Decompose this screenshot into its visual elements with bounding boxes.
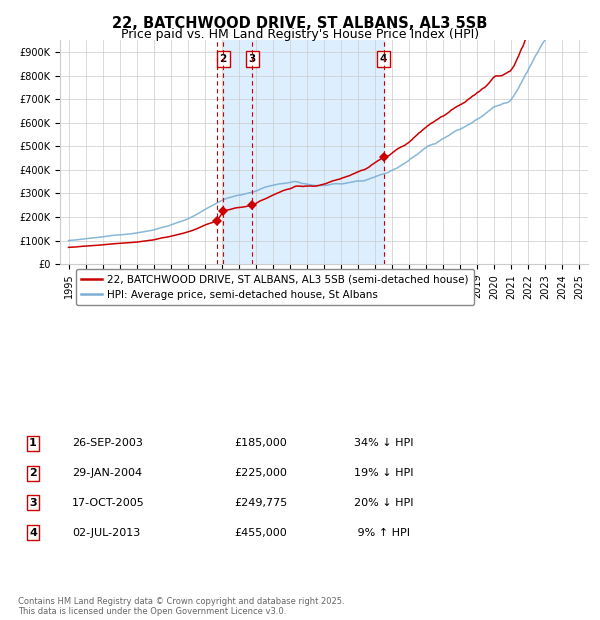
Text: 22, BATCHWOOD DRIVE, ST ALBANS, AL3 5SB: 22, BATCHWOOD DRIVE, ST ALBANS, AL3 5SB	[112, 16, 488, 30]
Text: £225,000: £225,000	[234, 468, 287, 478]
Text: 9% ↑ HPI: 9% ↑ HPI	[354, 528, 410, 538]
Text: £185,000: £185,000	[234, 438, 287, 448]
Text: 3: 3	[248, 55, 256, 64]
Text: Price paid vs. HM Land Registry's House Price Index (HPI): Price paid vs. HM Land Registry's House …	[121, 28, 479, 41]
Text: 19% ↓ HPI: 19% ↓ HPI	[354, 468, 413, 478]
Text: Contains HM Land Registry data © Crown copyright and database right 2025.: Contains HM Land Registry data © Crown c…	[18, 597, 344, 606]
Text: 26-SEP-2003: 26-SEP-2003	[72, 438, 143, 448]
Text: £249,775: £249,775	[234, 498, 287, 508]
Text: 20% ↓ HPI: 20% ↓ HPI	[354, 498, 413, 508]
Text: 1: 1	[29, 438, 37, 448]
Text: £455,000: £455,000	[234, 528, 287, 538]
Bar	[223, 40, 383, 264]
Text: 29-JAN-2004: 29-JAN-2004	[72, 468, 142, 478]
Text: 34% ↓ HPI: 34% ↓ HPI	[354, 438, 413, 448]
Text: 02-JUL-2013: 02-JUL-2013	[72, 528, 140, 538]
Text: 17-OCT-2005: 17-OCT-2005	[72, 498, 145, 508]
Text: 2: 2	[220, 55, 227, 64]
Text: This data is licensed under the Open Government Licence v3.0.: This data is licensed under the Open Gov…	[18, 606, 286, 616]
Text: 4: 4	[29, 528, 37, 538]
Legend: 22, BATCHWOOD DRIVE, ST ALBANS, AL3 5SB (semi-detached house), HPI: Average pric: 22, BATCHWOOD DRIVE, ST ALBANS, AL3 5SB …	[76, 269, 474, 305]
Text: 2: 2	[29, 468, 37, 478]
Text: 4: 4	[380, 55, 388, 64]
Text: 3: 3	[29, 498, 37, 508]
